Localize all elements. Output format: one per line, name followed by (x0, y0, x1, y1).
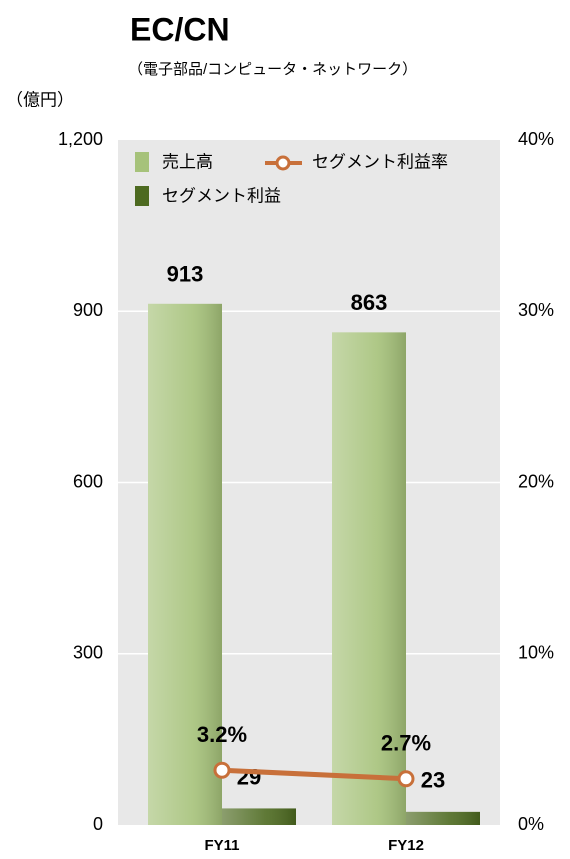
legend-marker (275, 155, 291, 171)
data-label: 3.2% (197, 722, 247, 747)
data-label: 29 (237, 764, 261, 789)
data-label: 863 (351, 290, 388, 315)
y2-tick-label: 10% (518, 643, 554, 663)
y-tick-label: 1,200 (58, 129, 103, 149)
y-tick-label: 900 (73, 300, 103, 320)
y2-tick-label: 30% (518, 300, 554, 320)
y2-tick-label: 20% (518, 471, 554, 491)
legend-swatch (135, 186, 149, 206)
data-label: 23 (421, 768, 445, 793)
y-tick-label: 0 (93, 814, 103, 834)
bar-shade (406, 811, 480, 825)
y-tick-label: 600 (73, 471, 103, 491)
legend-label: セグメント利益率 (312, 152, 448, 171)
line (221, 767, 407, 782)
data-label: 913 (167, 262, 204, 287)
y-tick-label: 300 (73, 643, 103, 663)
y-axis-label: （億円） (6, 90, 74, 109)
chart-subtitle: （電子部品/コンピュータ・ネットワーク） (128, 61, 417, 78)
legend-label: 売上高 (162, 152, 213, 171)
bar-shade (332, 332, 406, 825)
line-marker (397, 770, 415, 788)
y2-tick-label: 0% (518, 814, 544, 834)
legend-label: セグメント利益 (162, 186, 281, 205)
y2-tick-label: 40% (518, 129, 554, 149)
chart-title: EC/CN (130, 11, 230, 47)
line-marker (213, 761, 231, 779)
data-label: 2.7% (381, 731, 431, 756)
bar-shade (222, 808, 296, 825)
bar-shade (148, 303, 222, 825)
legend-swatch (135, 152, 149, 172)
x-tick-label: FY12 (388, 837, 424, 854)
x-tick-label: FY11 (204, 837, 239, 854)
